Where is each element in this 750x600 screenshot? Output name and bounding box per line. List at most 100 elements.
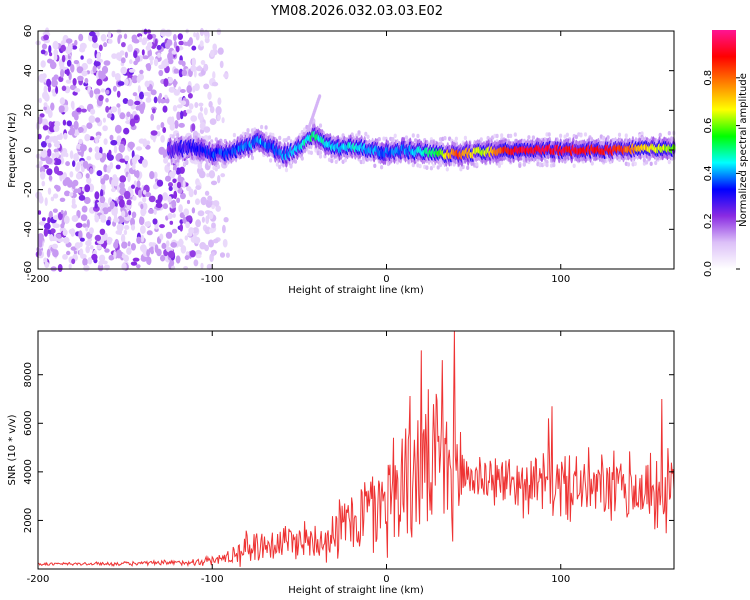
spectrogram-cell [41, 180, 46, 187]
spectrogram-cell [121, 210, 126, 218]
spectrogram-cell [103, 152, 107, 161]
spectrogram-cell [156, 124, 161, 130]
spectrogram-cell [115, 249, 123, 259]
spectrogram-cell [107, 31, 112, 39]
spectrogram-cell [289, 164, 293, 169]
spectrogram-cell [141, 208, 147, 215]
spectrogram-cell [124, 155, 130, 162]
spectrogram-cell [91, 253, 98, 261]
spectrogram-cell [37, 210, 42, 215]
spectrogram-cell [63, 215, 70, 224]
spectrogram-cell [163, 157, 169, 164]
spectrogram-cell [212, 72, 216, 79]
spectrogram-cell [147, 257, 151, 266]
spectrogram-cell [198, 102, 204, 107]
spectrogram-cell [80, 214, 88, 222]
spectrogram-cell [130, 261, 138, 266]
spectrogram-cell [184, 255, 190, 261]
spectrogram-cell [166, 232, 172, 238]
spectrogram-cell [574, 134, 579, 140]
spectrogram-cell [136, 236, 142, 244]
spectrogram-cell [83, 196, 91, 205]
spectrogram-cell [75, 222, 83, 229]
spectrogram-cell [85, 240, 92, 247]
spectrogram-cell [334, 159, 338, 164]
spectrogram-cell [79, 248, 84, 257]
spectrogram-cell [147, 92, 151, 99]
spectrogram-cell [282, 138, 286, 143]
colorbar-tick-label: 0.2 [703, 213, 714, 229]
spectrogram-cell [51, 79, 58, 88]
spectrogram-cell [180, 245, 187, 254]
spectrogram-cell [48, 45, 52, 54]
spectrogram-cell [172, 80, 178, 86]
spectrogram-cell [99, 195, 106, 204]
spectrogram-cell [119, 158, 126, 163]
snr-y-tick-label: 8000 [23, 362, 34, 387]
spectrogram-cell [109, 134, 114, 141]
spectrogram-cell [183, 41, 190, 46]
spectrogram-cell [209, 106, 215, 114]
spectrogram-cell [43, 34, 49, 41]
colorbar-tick-label: 0.8 [703, 70, 714, 86]
spectrogram-cell [448, 136, 452, 141]
spectrogram-cell [100, 178, 106, 185]
spectrogram-cell [56, 143, 61, 149]
spectrogram-cell [168, 86, 176, 93]
spectrogram-cell [195, 198, 200, 205]
spectrogram-cell [181, 69, 188, 77]
spectrogram-cell [73, 153, 79, 162]
spectrogram-cell [191, 57, 197, 67]
spectrogram-cell [165, 42, 171, 50]
spectrogram-cell [572, 163, 576, 168]
spectrogram-cell [168, 182, 173, 188]
spectrogram-cell [129, 59, 133, 65]
spectrogram-cell [56, 134, 62, 140]
spectrogram-cell [87, 179, 92, 185]
spectrogram-cell [105, 89, 110, 95]
spectrogram-cell [78, 194, 86, 201]
spectrogram-cell [75, 172, 82, 180]
snr-x-label: Height of straight line (km) [288, 585, 424, 596]
spectrogram-cell [366, 134, 370, 139]
spectrogram-cell [176, 197, 181, 203]
spectrogram-cell [134, 100, 141, 106]
spectrogram-cell [141, 38, 146, 46]
spectrogram-cell [184, 235, 188, 241]
spectrogram-cell [108, 38, 113, 44]
spectrogram-cell [114, 124, 122, 134]
spectrogram-cell [38, 249, 42, 256]
spectrogram-cell [110, 139, 118, 146]
spectrogram-cell [217, 114, 221, 121]
spectrogram-cell [37, 133, 42, 140]
spectrogram-cell [178, 68, 184, 78]
spectrogram-cell [78, 127, 83, 133]
spectrogram-cell [160, 135, 165, 143]
spectrogram-cell [547, 132, 551, 137]
spectrogram-cell [118, 199, 125, 208]
spectrogram-cell [144, 221, 151, 228]
spectrogram-cell [167, 162, 171, 167]
spectrogram-cell [190, 65, 197, 72]
spectrogram-cell [94, 203, 98, 209]
spectrogram-cell [39, 221, 46, 226]
spectrogram-cell [86, 122, 93, 129]
spectrogram-cells [35, 27, 676, 272]
spectrogram-cell [495, 133, 499, 139]
spectrogram-cell [148, 195, 156, 203]
spectrogram-cell [113, 178, 119, 187]
spectrogram-cell [94, 191, 100, 200]
spectrogram-cell [40, 171, 46, 180]
spectrogram-cell [215, 205, 221, 212]
spectrogram-cell [188, 188, 194, 198]
spectrogram-y-tick-label: -40 [23, 221, 34, 237]
spectrogram-cell [654, 160, 658, 166]
spectrogram-cell [168, 186, 173, 192]
spectrogram-y-tick-label: 60 [23, 25, 34, 38]
spectrogram-cell [65, 152, 69, 158]
spectrogram-cell [429, 166, 433, 171]
spectrogram-cell [38, 73, 45, 83]
spectrogram-cell [71, 258, 76, 265]
spectrogram-cell [222, 238, 228, 248]
spectrogram-cell [125, 162, 130, 170]
